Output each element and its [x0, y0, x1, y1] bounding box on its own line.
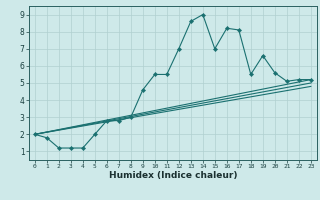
X-axis label: Humidex (Indice chaleur): Humidex (Indice chaleur): [108, 171, 237, 180]
